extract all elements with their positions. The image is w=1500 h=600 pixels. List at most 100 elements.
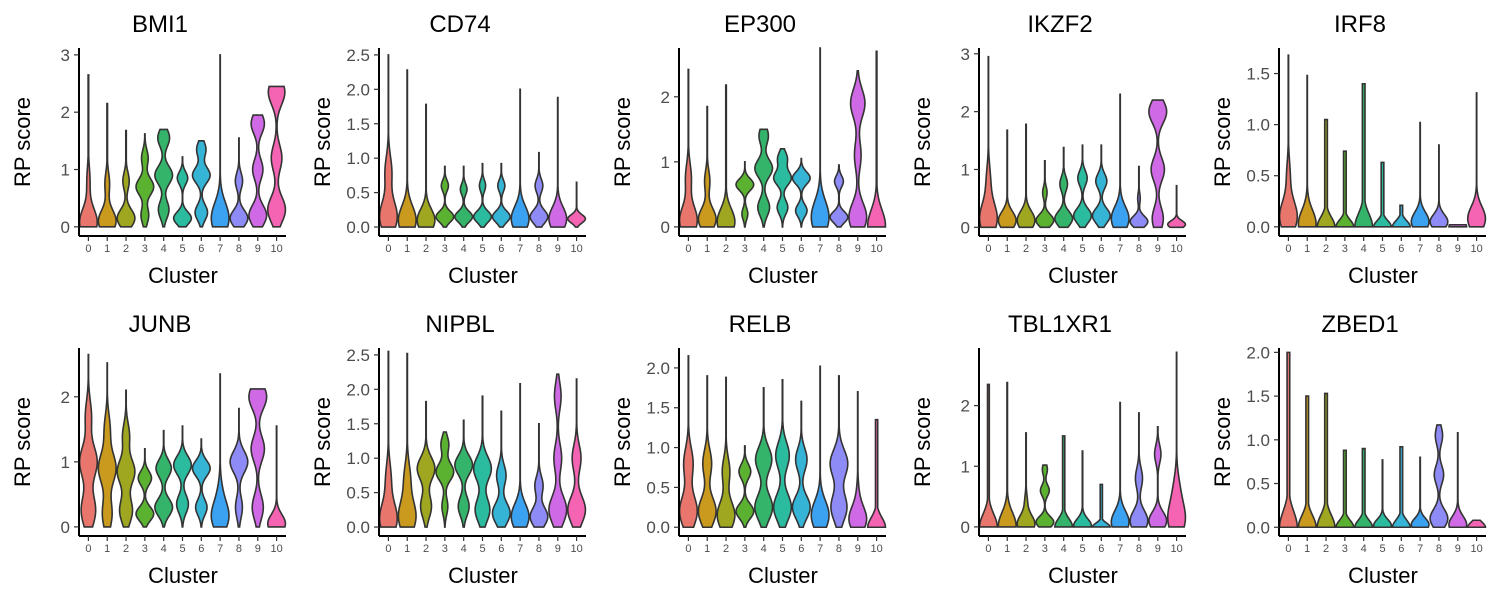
panel-title: EP300 [724,11,796,38]
violin-cluster-5 [472,395,493,528]
violin-cluster-7 [510,88,530,228]
violin-cluster-7 [1110,401,1130,528]
x-tick-label: 6 [1098,243,1104,255]
x-tick-label: 5 [1379,243,1385,255]
x-tick-label: 6 [498,543,504,555]
x-tick-label: 3 [1042,543,1048,555]
violin-cluster-2 [716,376,736,529]
violin-cluster-6 [1091,483,1112,528]
y-tick-label: 1 [61,453,70,472]
y-axis-label: RP score [10,397,35,487]
y-tick-label: 0.5 [346,184,370,203]
y-tick-label: 0.0 [346,218,370,237]
x-tick-label: 0 [685,243,691,255]
violin-cluster-5 [472,162,493,228]
x-axis-label: Cluster [748,263,818,288]
x-tick-label: 4 [161,543,167,555]
violin-cluster-0 [678,355,699,529]
violin-cluster-7 [810,365,830,529]
x-tick-label: 7 [517,543,523,555]
y-tick-label: 1.0 [646,439,670,458]
violin-cluster-5 [1072,450,1093,528]
x-tick-label: 8 [1436,243,1442,255]
violin-cluster-7 [510,383,530,528]
violin-cluster-7 [1110,93,1130,229]
x-tick-label: 2 [1323,543,1329,555]
x-tick-label: 2 [1023,243,1029,255]
violin-cluster-4 [154,429,174,528]
violin-cluster-6 [191,140,211,228]
x-tick-label: 10 [870,243,882,255]
violin-cluster-3 [735,161,755,228]
x-tick-label: 8 [236,543,242,555]
violin-cluster-3 [1035,464,1055,528]
y-tick-label: 1.0 [1246,431,1270,450]
x-tick-label: 1 [104,243,110,255]
violin-cluster-10 [266,85,287,228]
violin-cluster-8 [529,151,549,228]
x-tick-label: 7 [817,243,823,255]
x-axis-label: Cluster [448,563,518,588]
violin-cluster-7 [810,47,830,228]
x-tick-label: 0 [1285,543,1291,555]
x-tick-label: 3 [442,243,448,255]
y-tick-label: 2 [661,88,670,107]
x-tick-label: 4 [761,243,767,255]
violin-cluster-6 [791,157,811,228]
y-tick-label: 1.0 [1246,116,1270,135]
y-tick-label: 0 [661,218,670,237]
panel-title: IKZF2 [1027,11,1092,38]
x-tick-label: 5 [779,543,785,555]
y-tick-label: 2.0 [646,359,670,378]
x-tick-label: 10 [570,243,582,255]
violin-cluster-5 [772,379,793,529]
violin-cluster-1 [1297,74,1317,228]
x-tick-label: 2 [123,543,129,555]
x-tick-label: 2 [123,243,129,255]
y-tick-label: 1 [961,160,970,179]
x-tick-label: 4 [161,243,167,255]
x-tick-label: 5 [779,243,785,255]
x-tick-label: 4 [461,543,467,555]
violin-cluster-8 [229,407,249,528]
x-tick-label: 7 [1117,243,1123,255]
violin-cluster-1 [997,129,1017,229]
violin-cluster-5 [172,425,193,528]
y-tick-label: 0 [61,518,70,537]
y-tick-label: 0.5 [1246,475,1270,494]
x-tick-label: 10 [270,543,282,555]
violin-cluster-3 [435,165,455,228]
x-tick-label: 3 [442,543,448,555]
y-tick-label: 0 [961,218,970,237]
y-tick-label: 0.5 [346,484,370,503]
x-tick-label: 8 [836,243,842,255]
x-tick-label: 5 [1079,543,1085,555]
x-tick-label: 3 [142,543,148,555]
y-axis-label: RP score [1210,97,1235,187]
violin-cluster-5 [1372,161,1393,228]
x-tick-label: 2 [1023,543,1029,555]
violin-cluster-6 [1391,204,1411,228]
x-tick-label: 6 [1398,543,1404,555]
violin-cluster-1 [1297,395,1317,529]
panel-ep300: EP300 0 1 2 0 1 2 3 4 5 6 7 8 9 10 Cluster RP score [610,11,887,288]
violin-cluster-5 [772,148,793,228]
violin-cluster-2 [116,129,136,228]
violin-cluster-1 [697,375,717,529]
violin-cluster-9 [1448,432,1468,529]
violin-cluster-7 [1410,121,1430,228]
panel-tbl1xr1: TBL1XR1 0 1 2 0 1 2 3 4 5 6 7 8 9 10 Cluster RP score [910,311,1187,588]
y-tick-label: 1.5 [1246,387,1270,406]
y-tick-label: 2.5 [346,346,370,365]
violin-cluster-3 [1335,449,1355,529]
y-axis-label: RP score [610,397,635,487]
y-tick-label: 1.5 [1246,65,1270,84]
x-tick-label: 4 [1361,243,1367,255]
x-tick-label: 8 [536,243,542,255]
y-tick-label: 1 [661,153,670,172]
violin-cluster-4 [154,128,174,228]
x-tick-label: 9 [1455,243,1461,255]
violin-cluster-1 [397,69,417,228]
x-axis-label: Cluster [148,563,218,588]
